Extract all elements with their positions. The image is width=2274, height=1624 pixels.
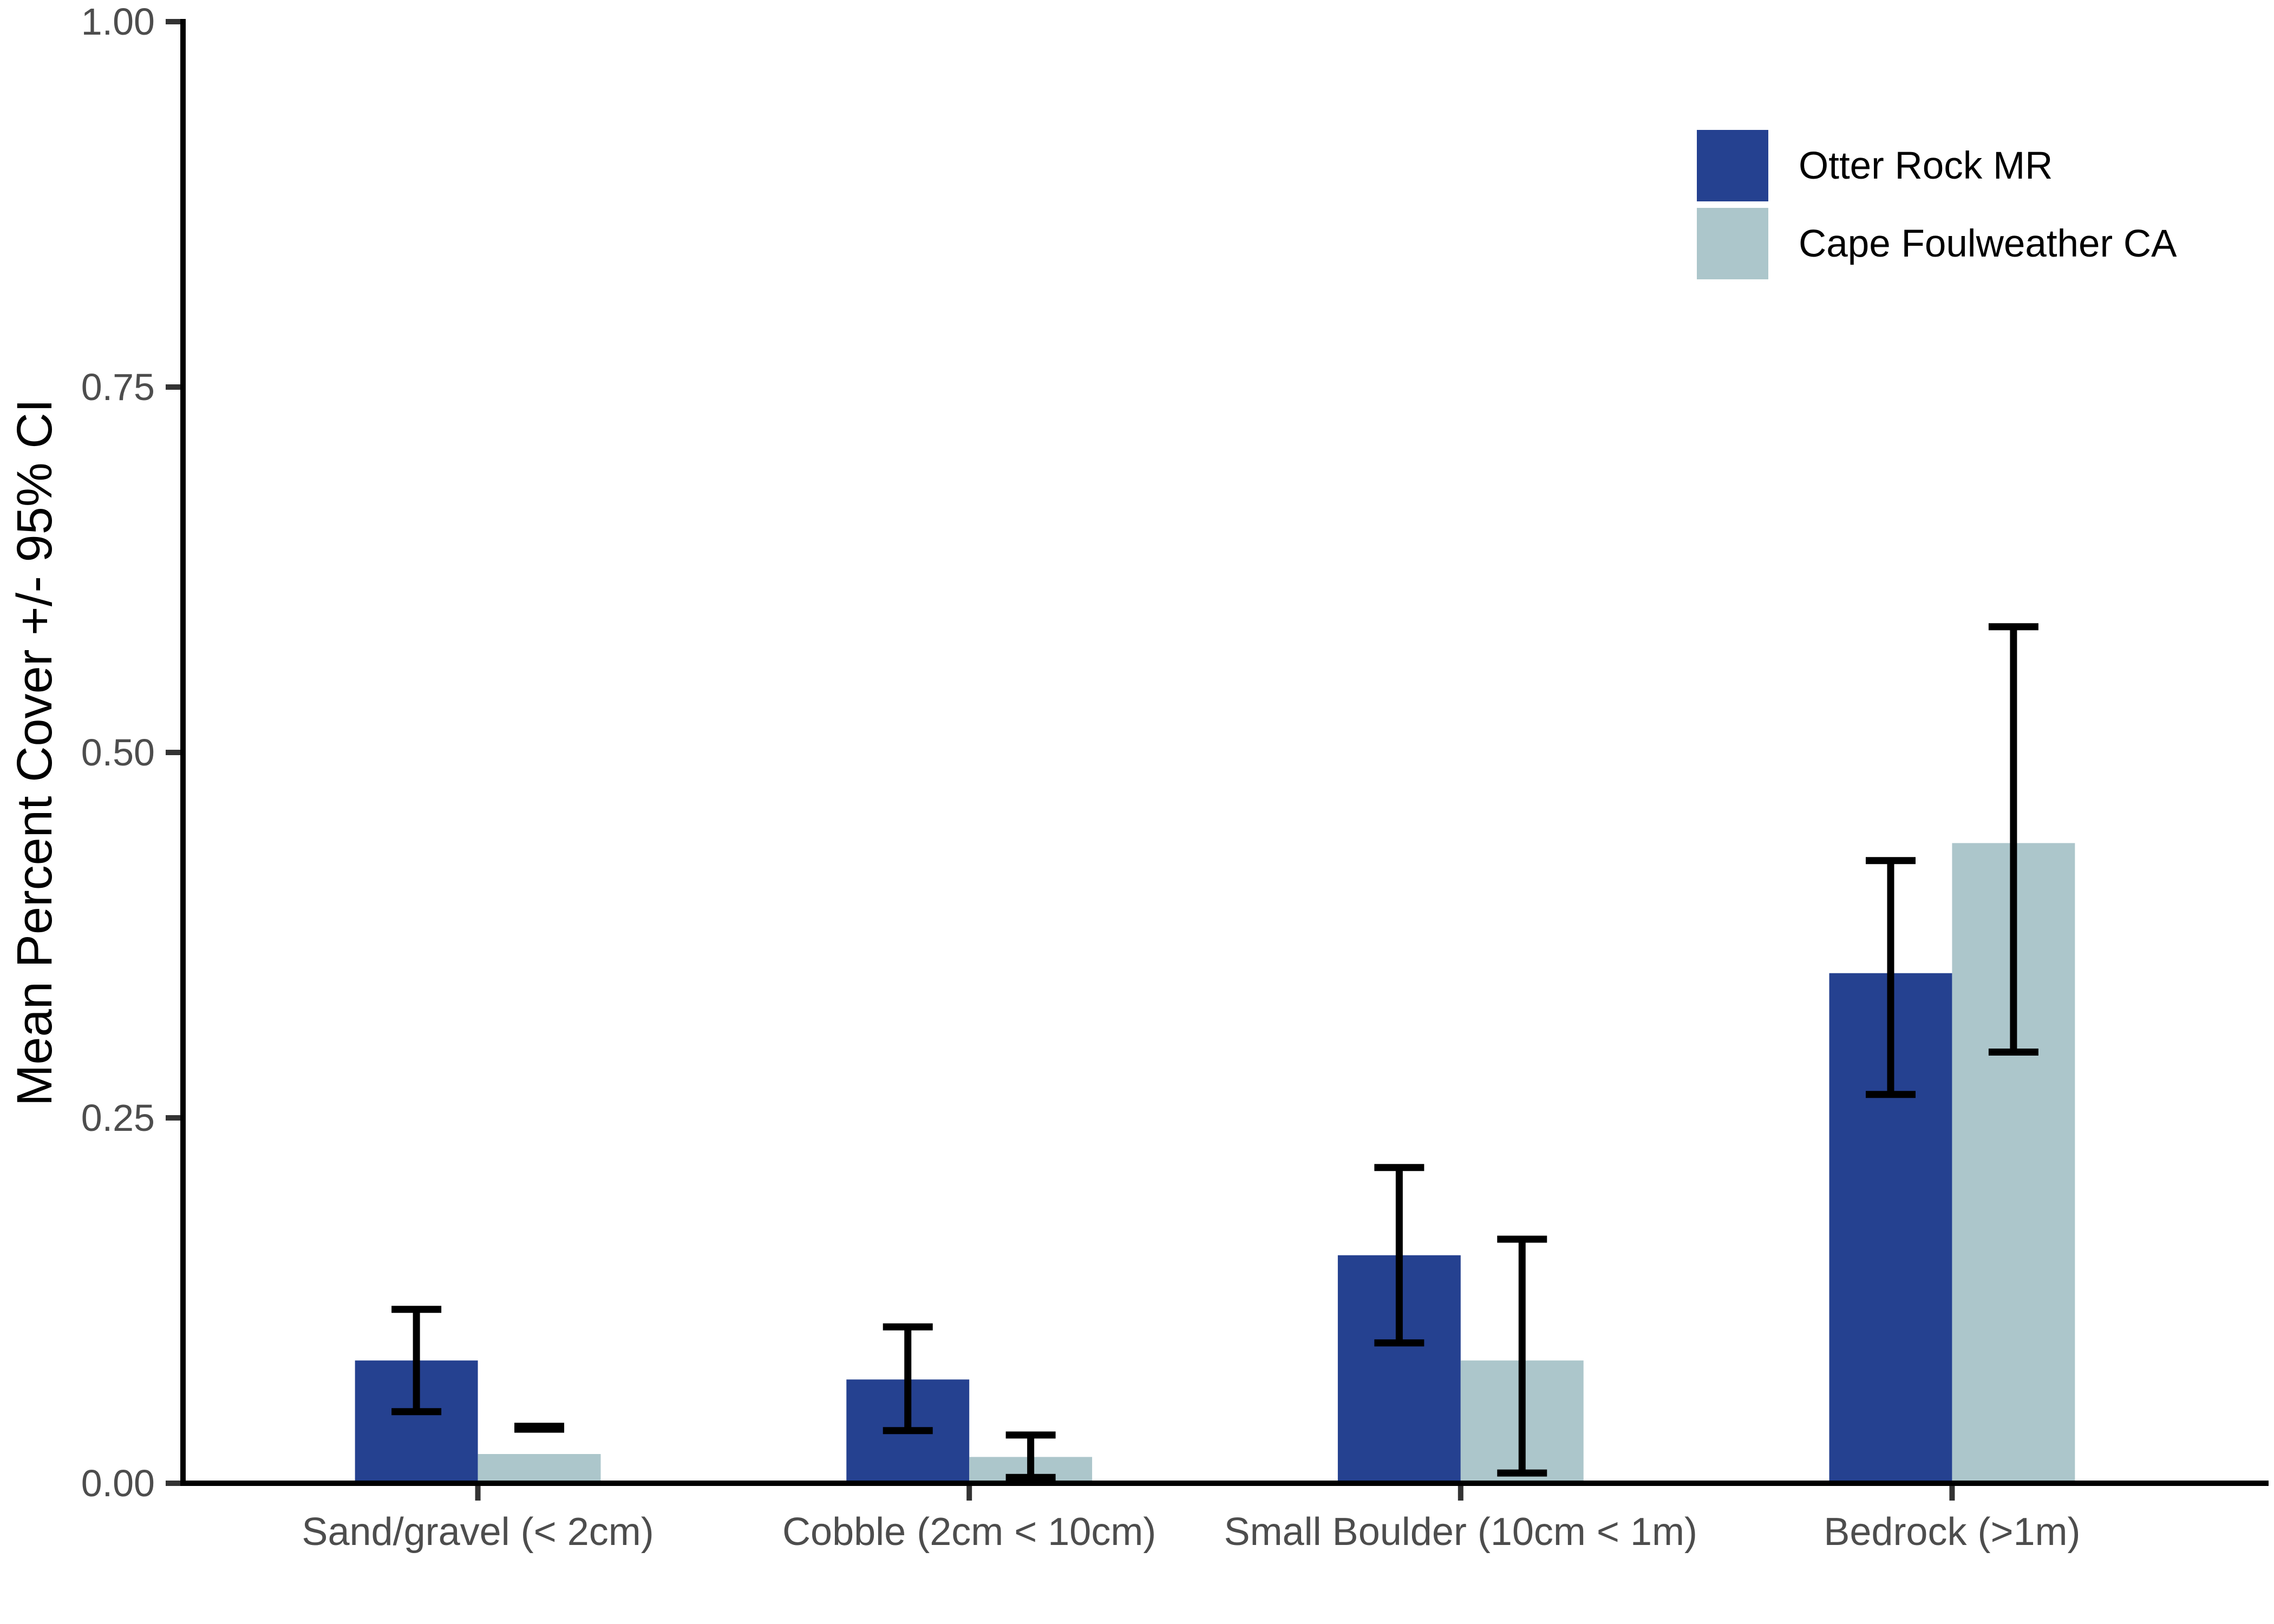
y-tick-label: 0.00 (81, 1462, 155, 1504)
x-category-label: Small Boulder (10cm < 1m) (1224, 1510, 1697, 1554)
bar-cape-foulweather-ca-c0 (478, 1454, 601, 1483)
y-tick-mark (166, 1481, 180, 1486)
x-axis-line (180, 1481, 2269, 1486)
error-bar-s0-c0 (391, 1306, 442, 1416)
x-tick-mark (966, 1486, 972, 1501)
error-bar-s1-c0 (514, 1423, 565, 1433)
legend-label-otter-rock-mr: Otter Rock MR (1799, 145, 2053, 187)
y-tick-label: 1.00 (81, 1, 155, 43)
y-tick-mark (166, 1115, 180, 1121)
legend-label-cape-foulweather-ca: Cape Foulweather CA (1799, 222, 2177, 265)
x-tick-mark (1949, 1486, 1955, 1501)
error-bar-s0-c3 (1865, 857, 1916, 1098)
legend: Otter Rock MR Cape Foulweather CA (1697, 130, 2177, 279)
y-tick-label: 0.75 (81, 366, 155, 408)
x-tick-mark (1458, 1486, 1463, 1501)
x-category-label: Cobble (2cm < 10cm) (782, 1510, 1156, 1554)
error-bar-s0-c2 (1374, 1164, 1424, 1347)
y-tick-label: 0.50 (81, 731, 155, 774)
legend-swatch-otter-rock-mr (1697, 130, 1768, 201)
legend-swatch-cape-foulweather-ca (1697, 208, 1768, 279)
error-bar-s0-c1 (883, 1323, 933, 1435)
y-tick-mark (166, 750, 180, 755)
x-category-label: Bedrock (>1m) (1824, 1510, 2080, 1554)
error-bar-s1-c1 (1005, 1431, 1056, 1481)
error-bar-s1-c2 (1497, 1235, 1547, 1477)
y-tick-mark (166, 19, 180, 24)
y-axis-title: Mean Percent Cover +/- 95% CI (7, 399, 62, 1106)
x-category-label: Sand/gravel (< 2cm) (302, 1510, 654, 1554)
y-axis-line (180, 19, 186, 1486)
error-bar-s1-c3 (1988, 623, 2038, 1056)
y-tick-mark (166, 384, 180, 390)
x-tick-mark (475, 1486, 481, 1501)
y-tick-label: 0.25 (81, 1097, 155, 1139)
